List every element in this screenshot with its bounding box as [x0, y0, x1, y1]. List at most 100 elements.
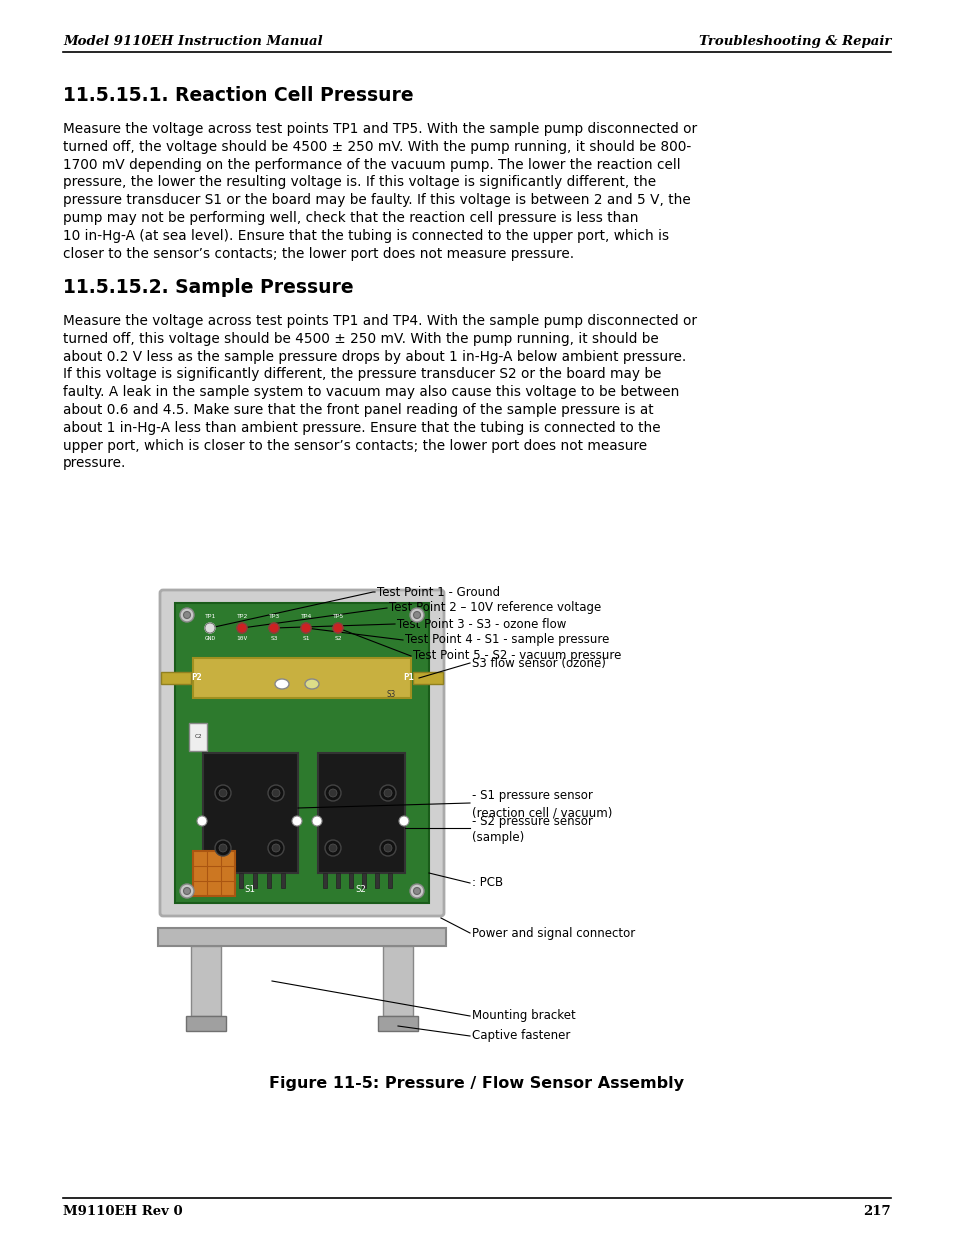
Circle shape	[325, 840, 340, 856]
Bar	[158, 927, 446, 946]
Circle shape	[268, 840, 284, 856]
Text: pressure, the lower the resulting voltage is. If this voltage is significantly d: pressure, the lower the resulting voltag…	[63, 175, 656, 189]
Text: C2: C2	[194, 735, 201, 740]
Text: turned off, the voltage should be 4500 ± 250 mV. With the pump running, it shoul: turned off, the voltage should be 4500 ±…	[63, 140, 691, 154]
Text: Captive fastener: Captive fastener	[472, 1030, 570, 1042]
Circle shape	[272, 789, 280, 797]
Circle shape	[384, 789, 392, 797]
Circle shape	[329, 789, 336, 797]
Circle shape	[272, 844, 280, 852]
Text: TP1: TP1	[204, 614, 215, 619]
Text: - S2 pressure sensor: - S2 pressure sensor	[472, 815, 592, 827]
Text: (reaction cell / vacuum): (reaction cell / vacuum)	[472, 806, 612, 820]
Bar	[413, 672, 442, 684]
Ellipse shape	[305, 679, 318, 689]
Text: 10 in-Hg-A (at sea level). Ensure that the tubing is connected to the upper port: 10 in-Hg-A (at sea level). Ensure that t…	[63, 228, 668, 243]
Bar	[388, 873, 392, 888]
Text: Test Point 2 – 10V reference voltage: Test Point 2 – 10V reference voltage	[389, 601, 600, 615]
Circle shape	[301, 622, 311, 634]
Text: upper port, which is closer to the sensor’s contacts; the lower port does not me: upper port, which is closer to the senso…	[63, 438, 646, 452]
Text: Measure the voltage across test points TP1 and TP5. With the sample pump disconn: Measure the voltage across test points T…	[63, 122, 697, 136]
Text: pump may not be performing well, check that the reaction cell pressure is less t: pump may not be performing well, check t…	[63, 211, 638, 225]
Text: 217: 217	[862, 1205, 890, 1218]
Circle shape	[292, 816, 302, 826]
Bar	[203, 753, 297, 873]
Circle shape	[325, 785, 340, 802]
Text: Test Point 5 - S2 - vacuum pressure: Test Point 5 - S2 - vacuum pressure	[413, 650, 620, 662]
Circle shape	[180, 608, 193, 622]
Circle shape	[214, 785, 231, 802]
Text: S1: S1	[302, 636, 310, 641]
Text: faulty. A leak in the sample system to vacuum may also cause this voltage to be : faulty. A leak in the sample system to v…	[63, 385, 679, 399]
Bar	[211, 873, 214, 888]
Text: Test Point 3 - S3 - ozone flow: Test Point 3 - S3 - ozone flow	[396, 618, 566, 631]
Bar	[225, 873, 229, 888]
Text: 11.5.15.2. Sample Pressure: 11.5.15.2. Sample Pressure	[63, 278, 354, 296]
Text: 1700 mV depending on the performance of the vacuum pump. The lower the reaction : 1700 mV depending on the performance of …	[63, 158, 679, 172]
Bar	[253, 873, 256, 888]
Bar	[349, 873, 353, 888]
Bar	[174, 603, 429, 903]
Bar	[193, 851, 234, 897]
Text: TP2: TP2	[236, 614, 248, 619]
Bar	[191, 946, 221, 1016]
Circle shape	[180, 884, 193, 898]
Text: S3: S3	[386, 690, 395, 699]
Text: TP4: TP4	[300, 614, 312, 619]
Text: closer to the sensor’s contacts; the lower port does not measure pressure.: closer to the sensor’s contacts; the low…	[63, 247, 574, 261]
Text: Power and signal connector: Power and signal connector	[472, 926, 635, 940]
Text: TP5: TP5	[332, 614, 343, 619]
Circle shape	[379, 785, 395, 802]
Text: GND: GND	[204, 636, 215, 641]
Circle shape	[410, 608, 423, 622]
Circle shape	[398, 816, 409, 826]
Circle shape	[183, 888, 191, 894]
Circle shape	[196, 816, 207, 826]
Bar	[375, 873, 378, 888]
Circle shape	[205, 622, 214, 634]
Bar	[267, 873, 271, 888]
Circle shape	[236, 622, 247, 634]
Circle shape	[183, 611, 191, 619]
Bar	[161, 672, 191, 684]
Text: S2: S2	[355, 885, 366, 894]
Circle shape	[384, 844, 392, 852]
Bar	[335, 873, 339, 888]
Text: Figure 11-5: Pressure / Flow Sensor Assembly: Figure 11-5: Pressure / Flow Sensor Asse…	[269, 1076, 684, 1091]
Circle shape	[214, 840, 231, 856]
Bar	[323, 873, 327, 888]
Circle shape	[219, 789, 227, 797]
Bar	[189, 722, 207, 751]
Circle shape	[410, 884, 423, 898]
Text: If this voltage is significantly different, the pressure transducer S2 or the bo: If this voltage is significantly differe…	[63, 367, 660, 382]
Text: Model 9110EH Instruction Manual: Model 9110EH Instruction Manual	[63, 35, 322, 48]
Text: pressure transducer S1 or the board may be faulty. If this voltage is between 2 : pressure transducer S1 or the board may …	[63, 193, 690, 207]
Circle shape	[413, 888, 420, 894]
Bar	[382, 946, 413, 1016]
Circle shape	[379, 840, 395, 856]
Text: Troubleshooting & Repair: Troubleshooting & Repair	[698, 35, 890, 48]
Text: Test Point 1 - Ground: Test Point 1 - Ground	[376, 585, 499, 599]
Bar	[193, 658, 411, 698]
Text: P1: P1	[403, 673, 414, 683]
Circle shape	[329, 844, 336, 852]
Text: - S1 pressure sensor: - S1 pressure sensor	[472, 789, 592, 803]
Bar	[317, 753, 405, 873]
Text: S3 flow sensor (ozone): S3 flow sensor (ozone)	[472, 657, 605, 669]
Text: pressure.: pressure.	[63, 457, 126, 471]
Text: (sample): (sample)	[472, 830, 524, 844]
Text: about 0.2 V less as the sample pressure drops by about 1 in-Hg-A below ambient p: about 0.2 V less as the sample pressure …	[63, 350, 685, 363]
Bar	[281, 873, 285, 888]
Text: P2: P2	[192, 673, 202, 683]
Text: Measure the voltage across test points TP1 and TP4. With the sample pump disconn: Measure the voltage across test points T…	[63, 314, 697, 329]
Text: 10V: 10V	[236, 636, 248, 641]
Text: Mounting bracket: Mounting bracket	[472, 1009, 576, 1023]
Circle shape	[413, 611, 420, 619]
Text: TP3: TP3	[268, 614, 279, 619]
Bar	[239, 873, 243, 888]
Text: S3: S3	[270, 636, 277, 641]
Ellipse shape	[274, 679, 289, 689]
Text: Test Point 4 - S1 - sample pressure: Test Point 4 - S1 - sample pressure	[405, 634, 609, 646]
Circle shape	[312, 816, 322, 826]
Text: about 1 in-Hg-A less than ambient pressure. Ensure that the tubing is connected : about 1 in-Hg-A less than ambient pressu…	[63, 421, 659, 435]
